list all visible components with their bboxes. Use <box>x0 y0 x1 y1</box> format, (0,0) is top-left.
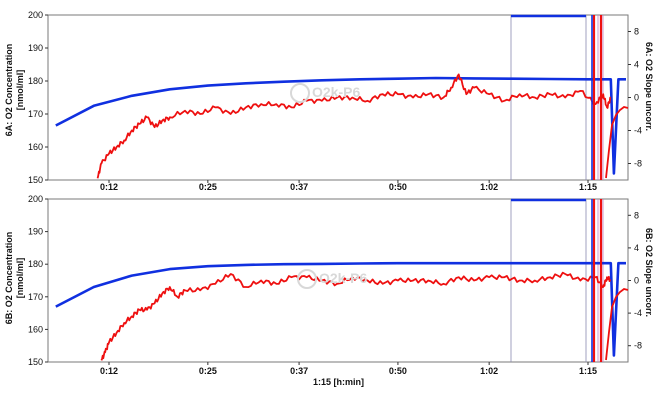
panel-b-y-tick-label: 180 <box>28 259 43 269</box>
panel-b-series-red-line <box>100 271 612 361</box>
panel-b-left-axis-label: 6B: O2 Concentration [nmol/ml] <box>4 228 26 328</box>
panel-b-y-tick-label: 200 <box>28 194 43 204</box>
panel-a-x-tick-label: 0:12 <box>100 182 118 192</box>
panel-b-x-tick-label: 0:37 <box>290 366 308 376</box>
panel-b-x-axis-label: 1:15 [h:min] <box>313 377 365 387</box>
panel-a-y-tick-label: 180 <box>28 76 43 86</box>
panel-b-y2-tick-label: 0 <box>634 276 639 286</box>
panel-a-y2-tick-label: 4 <box>634 60 639 70</box>
panel-a-y-tick-label: 160 <box>28 142 43 152</box>
panel-a-left-axis-label-line2: [nmol/ml] <box>15 69 25 111</box>
panel-b-y2-tick-label: -4 <box>634 308 642 318</box>
panel-b-y-tick-label: 190 <box>28 227 43 237</box>
panel-b-series-blue-line <box>55 261 626 357</box>
panel-b-y2-tick-label: 4 <box>634 243 639 253</box>
panel-b-x-tick-label: 1:02 <box>480 366 498 376</box>
panel-b-left-axis-label-line2: [nmol/ml] <box>15 257 25 299</box>
panel-b-right-axis-label: 6B: O2 Slope uncorr. <box>644 228 654 318</box>
panel-a-left-axis-label: 6A: O2 Concentration [nmol/ml] <box>4 40 26 140</box>
panel-a-red-recovery-line <box>605 106 629 179</box>
panel-b-y-tick-label: 150 <box>28 357 43 367</box>
panel-b-x-tick-label: 0:50 <box>389 366 407 376</box>
panel-b-x-tick-label: 0:25 <box>199 366 217 376</box>
panel-a-x-tick-label: 0:50 <box>389 182 407 192</box>
panel-b-watermark-logo <box>297 269 317 289</box>
panel-a-series-blue-line <box>55 76 626 175</box>
panel-a-y-tick-label: 170 <box>28 109 43 119</box>
panel-a-watermark: O2k-P6 <box>312 84 361 100</box>
panel-a-x-tick-label: 1:15 <box>579 182 597 192</box>
panel-a-y2-tick-label: 0 <box>634 93 639 103</box>
panel-a-left-axis-label-line1: 6A: O2 Concentration <box>4 43 14 137</box>
panel-a-x-tick-label: 0:37 <box>290 182 308 192</box>
panel-a-y-tick-label: 150 <box>28 175 43 185</box>
panel-b-watermark: O2k-P6 <box>319 270 368 286</box>
panel-a-x-tick-label: 0:25 <box>199 182 217 192</box>
panel-b-plot-frame <box>47 198 629 363</box>
panel-a-y2-tick-label: -8 <box>634 159 642 169</box>
panel-b-y2-tick-label: -8 <box>634 341 642 351</box>
panel-a-y-tick-label: 190 <box>28 43 43 53</box>
panel-a-right-axis-label: 6A: O2 Slope uncorr. <box>644 42 654 132</box>
panel-b-red-recovery-line <box>605 288 629 361</box>
panel-a-y-tick-label: 200 <box>28 10 43 20</box>
panel-a-x-tick-label: 1:02 <box>480 182 498 192</box>
panel-b-y2-tick-label: 8 <box>634 210 639 220</box>
panel-a-y2-tick-label: 8 <box>634 27 639 37</box>
panel-a-watermark-logo <box>290 83 310 103</box>
panel-b-y-tick-label: 160 <box>28 324 43 334</box>
panel-b-left-axis-label-line1: 6B: O2 Concentration <box>4 231 14 325</box>
panel-b-x-tick-label: 0:12 <box>100 366 118 376</box>
panel-b-x-tick-label: 1:15 <box>579 366 597 376</box>
panel-a-series-red-line <box>96 73 612 179</box>
panel-b-y-tick-label: 170 <box>28 292 43 302</box>
panel-a-y2-tick-label: -4 <box>634 126 642 136</box>
